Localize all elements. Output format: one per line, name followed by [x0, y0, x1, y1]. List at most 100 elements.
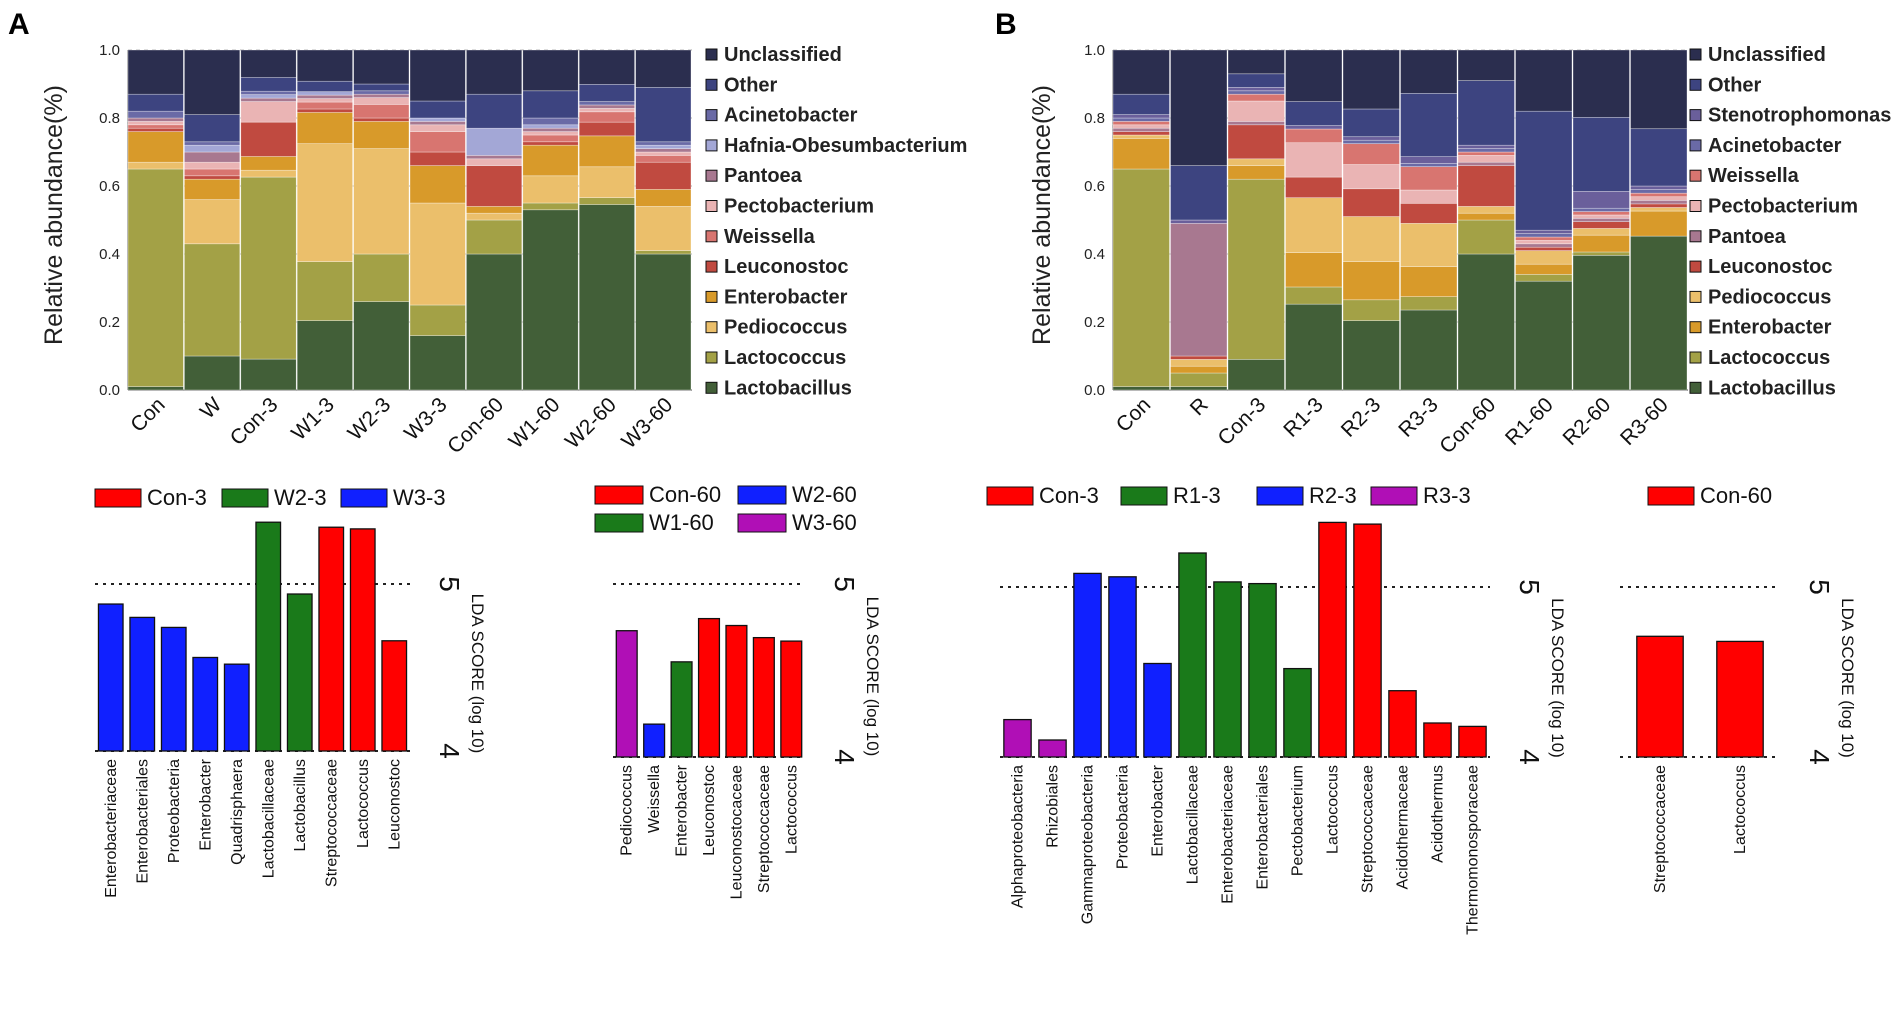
bar-segment-r3-60-stenotrophomonas	[1630, 185, 1688, 190]
bar-segment-con-3-acinetobacter	[240, 90, 297, 95]
bar-segment-w1-60-pectobacterium	[522, 131, 579, 136]
bar-segment-r3-60-lactobacillus	[1630, 235, 1688, 391]
stacked-a-bars	[127, 49, 692, 391]
bar-segment-w3-3-unclassified	[409, 49, 466, 102]
lda-bar-weissella	[643, 723, 666, 758]
bar-segment-w3-60-leuconostoc	[635, 161, 692, 190]
bar-segment-r2-60-acinetobacter	[1572, 207, 1630, 212]
legend-swatch-enterobacter	[1689, 321, 1702, 334]
bar-segment-w-acinetobacter	[184, 141, 241, 146]
stacked-b-ylabel: Relative abundance(%)	[1028, 85, 1056, 345]
bar-segment-w2-60-pantoea	[578, 104, 635, 109]
legend-label-leuconostoc: Leuconostoc	[1708, 256, 1832, 278]
legend-label-other: Other	[724, 74, 778, 96]
bar-segment-w-lactobacillus	[184, 355, 241, 391]
lda-bar-lactococcus	[1716, 640, 1764, 758]
bar-segment-r2-60-lactococcus	[1572, 251, 1630, 256]
lda-category-gammaproteobacteria: Gammaproteobacteria	[1080, 765, 1097, 924]
bar-segment-w1-60-lactobacillus	[522, 209, 579, 391]
bar-segment-r1-60-pantoea	[1515, 243, 1573, 248]
bar-segment-r2-60-leuconostoc	[1572, 221, 1630, 229]
bar-segment-w3-60-unclassified	[635, 49, 692, 88]
bar-segment-r1-3-weissella	[1285, 128, 1343, 144]
bar-segment-r3-60-acinetobacter	[1630, 189, 1688, 194]
lda-bar-streptococcaceae	[752, 636, 775, 758]
bar-segment-w-pediococcus	[184, 199, 241, 245]
lda-chart-b-day3: Con-3 R1-3 R2-3 R3-3 5 4 LDA SCORE (log 10) Alp…	[986, 483, 1567, 935]
bar-segment-con-unclassified	[1112, 49, 1170, 95]
lda-legend-label-r1-3: R1-3	[1173, 483, 1221, 508]
lda-category-lactobacillaceae: Lactobacillaceae	[260, 759, 277, 878]
lda-chart-a-day3: Con-3 W2-3 W3-3 5 4 LDA SCORE (log 10) Enterob…	[94, 485, 487, 898]
lda-legend-swatch-r2-3	[1256, 486, 1304, 506]
legend-label-lactobacillus: Lactobacillus	[1708, 377, 1836, 399]
ytick-label: 1.0	[1084, 42, 1105, 59]
bar-segment-w-hafnia-obesumbacterium	[184, 144, 241, 153]
lda-bar-proteobacteria	[160, 626, 187, 752]
lda-category-enterobacter: Enterobacter	[197, 758, 214, 850]
bar-segment-r1-3-lactobacillus	[1285, 303, 1343, 391]
legend-label-pediococcus: Pediococcus	[1708, 286, 1831, 308]
legend-swatch-other	[1689, 78, 1702, 91]
ytick-label: 0.8	[99, 110, 120, 127]
bar-segment-r1-3-stenotrophomonas	[1285, 125, 1343, 130]
legend-label-pantoea: Pantoea	[724, 165, 803, 187]
bar-segment-w1-60-pantoea	[522, 127, 579, 132]
bar-segment-w3-3-pediococcus	[409, 202, 466, 306]
bar-segment-w2-60-leuconostoc	[578, 121, 635, 137]
bar-segment-con-60-hafnia-obesumbacterium	[466, 127, 523, 156]
bar-segment-w2-3-unclassified	[353, 49, 410, 85]
bar-segment-r1-60-enterobacter	[1515, 263, 1573, 275]
lda-bar-enterobacteriaceae	[97, 603, 124, 752]
bar-segment-r3-60-pediococcus	[1630, 207, 1688, 212]
bar-segment-r3-3-acinetobacter	[1400, 163, 1458, 167]
lda-legend-swatch-con-3	[94, 488, 142, 508]
bar-segment-w3-60-pectobacterium	[635, 151, 692, 156]
legend-swatch-pantoea	[1689, 230, 1702, 243]
legend-label-weissella: Weissella	[724, 226, 816, 248]
bar-segment-con-60-other	[466, 93, 523, 129]
bar-segment-w1-3-weissella	[296, 101, 353, 110]
category-label-w2-60: W2-60	[561, 393, 621, 453]
lda-legend-label-w2-3: W2-3	[274, 485, 327, 510]
lda-chart-b-day60: Con-60 5 4 LDA SCORE (log 10) Streptococcace…	[1620, 483, 1857, 893]
legend-label-hafnia-obesumbacterium: Hafnia-Obesumbacterium	[724, 135, 967, 157]
lda-legend-swatch-r1-3	[1120, 486, 1168, 506]
bar-segment-con-3-pantoea	[1227, 121, 1285, 126]
bar-segment-r1-60-pectobacterium	[1515, 240, 1573, 245]
lda-bar-lactococcus	[1318, 521, 1347, 758]
category-label-r3-3: R3-3	[1394, 393, 1442, 441]
lda-legend-swatch-con-60	[1647, 486, 1695, 506]
bar-segment-w3-3-weissella	[409, 131, 466, 153]
bar-segment-w1-3-lactobacillus	[296, 320, 353, 391]
bar-segment-con-60-unclassified	[466, 49, 523, 95]
category-label-w: W	[196, 393, 226, 423]
bar-segment-w2-60-pediococcus	[578, 166, 635, 198]
category-label-con-60: Con-60	[1435, 393, 1500, 458]
bar-segment-r3-60-enterobacter	[1630, 210, 1688, 237]
lda-category-streptococcaceae: Streptococcaceae	[323, 759, 340, 887]
bar-segment-con-60-pectobacterium	[466, 158, 523, 166]
stacked-b-bars	[1112, 49, 1688, 391]
bar-segment-con-3-leuconostoc	[1227, 124, 1285, 160]
bar-segment-r1-60-weissella	[1515, 236, 1573, 241]
bar-segment-con-acinetobacter	[127, 110, 184, 119]
bar-segment-r-pediococcus	[1170, 359, 1228, 367]
legend-label-enterobacter: Enterobacter	[724, 286, 848, 308]
bar-segment-con-60-lactobacillus	[1457, 253, 1515, 391]
bar-segment-w3-3-other	[409, 100, 466, 119]
lda-category-acidothermus: Acidothermus	[1430, 765, 1447, 863]
lda-legend-swatch-w2-3	[221, 488, 269, 508]
lda-category-thermomonosporaceae: Thermomonosporaceae	[1465, 765, 1482, 935]
bar-segment-con-other	[127, 93, 184, 112]
bar-segment-con-acinetobacter	[1112, 117, 1170, 122]
bar-segment-w1-3-enterobacter	[296, 112, 353, 144]
bar-segment-w2-3-acinetobacter	[353, 90, 410, 95]
legend-swatch-weissella	[1689, 169, 1702, 182]
bar-segment-con-unclassified	[127, 49, 184, 95]
bar-segment-r-leuconostoc	[1170, 355, 1228, 360]
bar-segment-r2-3-lactobacillus	[1342, 320, 1400, 391]
bar-segment-w-unclassified	[184, 49, 241, 115]
lda-category-enterobacter: Enterobacter	[1150, 764, 1167, 856]
legend-label-pediococcus: Pediococcus	[724, 317, 847, 339]
